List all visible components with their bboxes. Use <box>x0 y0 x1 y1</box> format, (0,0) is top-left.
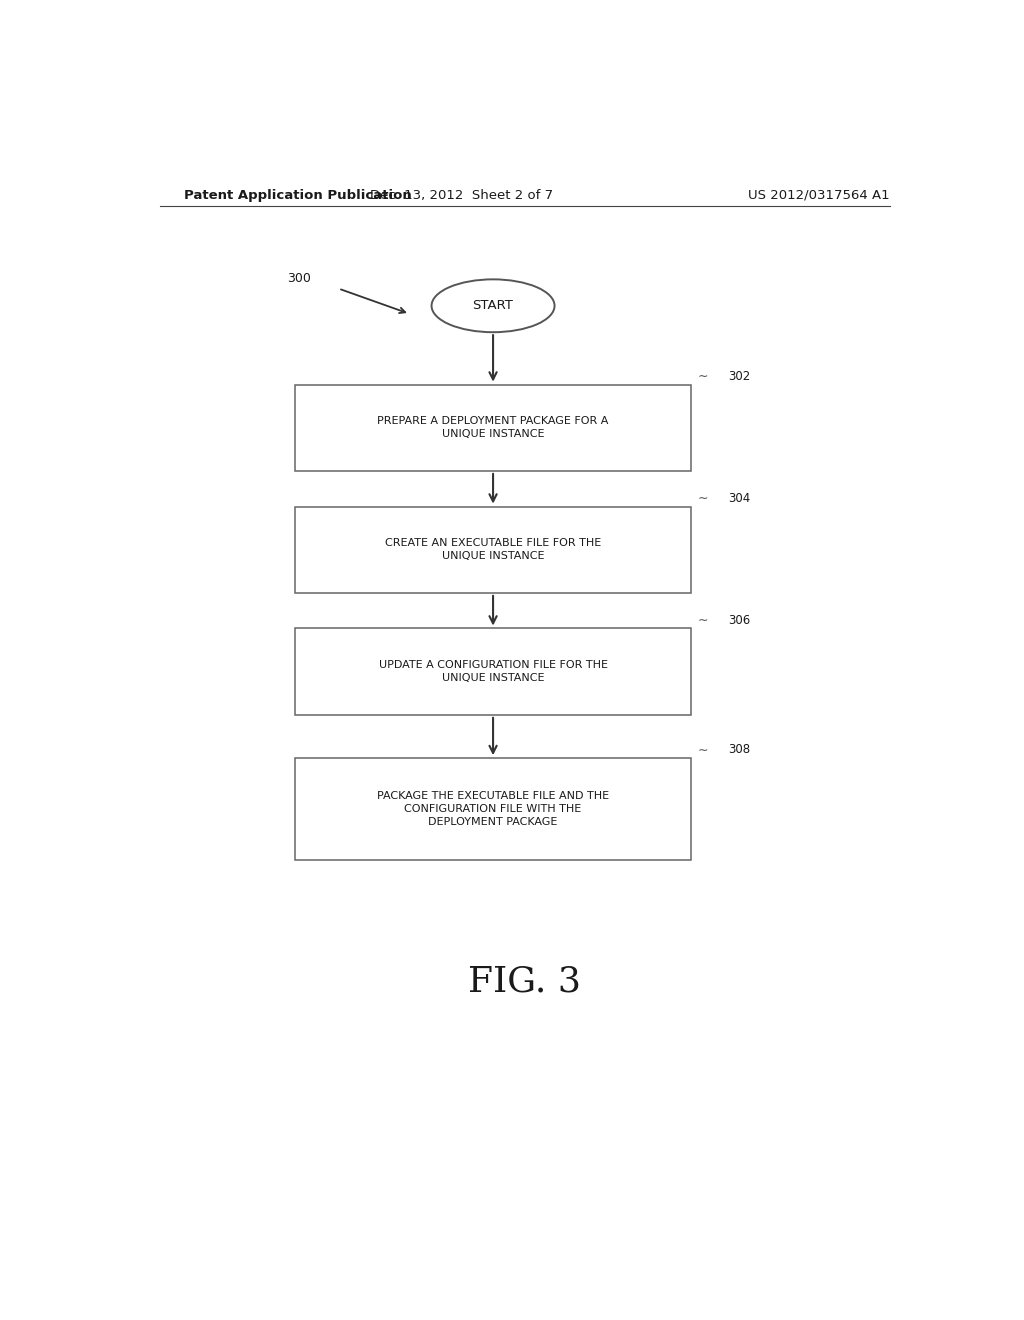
Text: 306: 306 <box>728 614 751 627</box>
Bar <box>295 507 691 593</box>
Text: US 2012/0317564 A1: US 2012/0317564 A1 <box>748 189 889 202</box>
Text: PACKAGE THE EXECUTABLE FILE AND THE
CONFIGURATION FILE WITH THE
DEPLOYMENT PACKA: PACKAGE THE EXECUTABLE FILE AND THE CONF… <box>377 791 609 828</box>
Text: PREPARE A DEPLOYMENT PACKAGE FOR A
UNIQUE INSTANCE: PREPARE A DEPLOYMENT PACKAGE FOR A UNIQU… <box>378 416 608 440</box>
Text: START: START <box>473 300 513 313</box>
Text: ∼: ∼ <box>697 492 709 504</box>
Text: ∼: ∼ <box>697 370 709 383</box>
Text: 302: 302 <box>728 370 751 383</box>
Text: 308: 308 <box>728 743 751 756</box>
Text: ∼: ∼ <box>697 743 709 756</box>
Text: ∼: ∼ <box>697 614 709 627</box>
Bar <box>295 628 691 715</box>
Text: Dec. 13, 2012  Sheet 2 of 7: Dec. 13, 2012 Sheet 2 of 7 <box>370 189 553 202</box>
Text: UPDATE A CONFIGURATION FILE FOR THE
UNIQUE INSTANCE: UPDATE A CONFIGURATION FILE FOR THE UNIQ… <box>379 660 607 684</box>
Text: FIG. 3: FIG. 3 <box>468 965 582 999</box>
Bar <box>295 758 691 859</box>
Text: CREATE AN EXECUTABLE FILE FOR THE
UNIQUE INSTANCE: CREATE AN EXECUTABLE FILE FOR THE UNIQUE… <box>385 539 601 561</box>
Text: 304: 304 <box>728 492 751 504</box>
Text: Patent Application Publication: Patent Application Publication <box>183 189 412 202</box>
Text: 300: 300 <box>287 272 310 285</box>
Bar <box>295 384 691 471</box>
